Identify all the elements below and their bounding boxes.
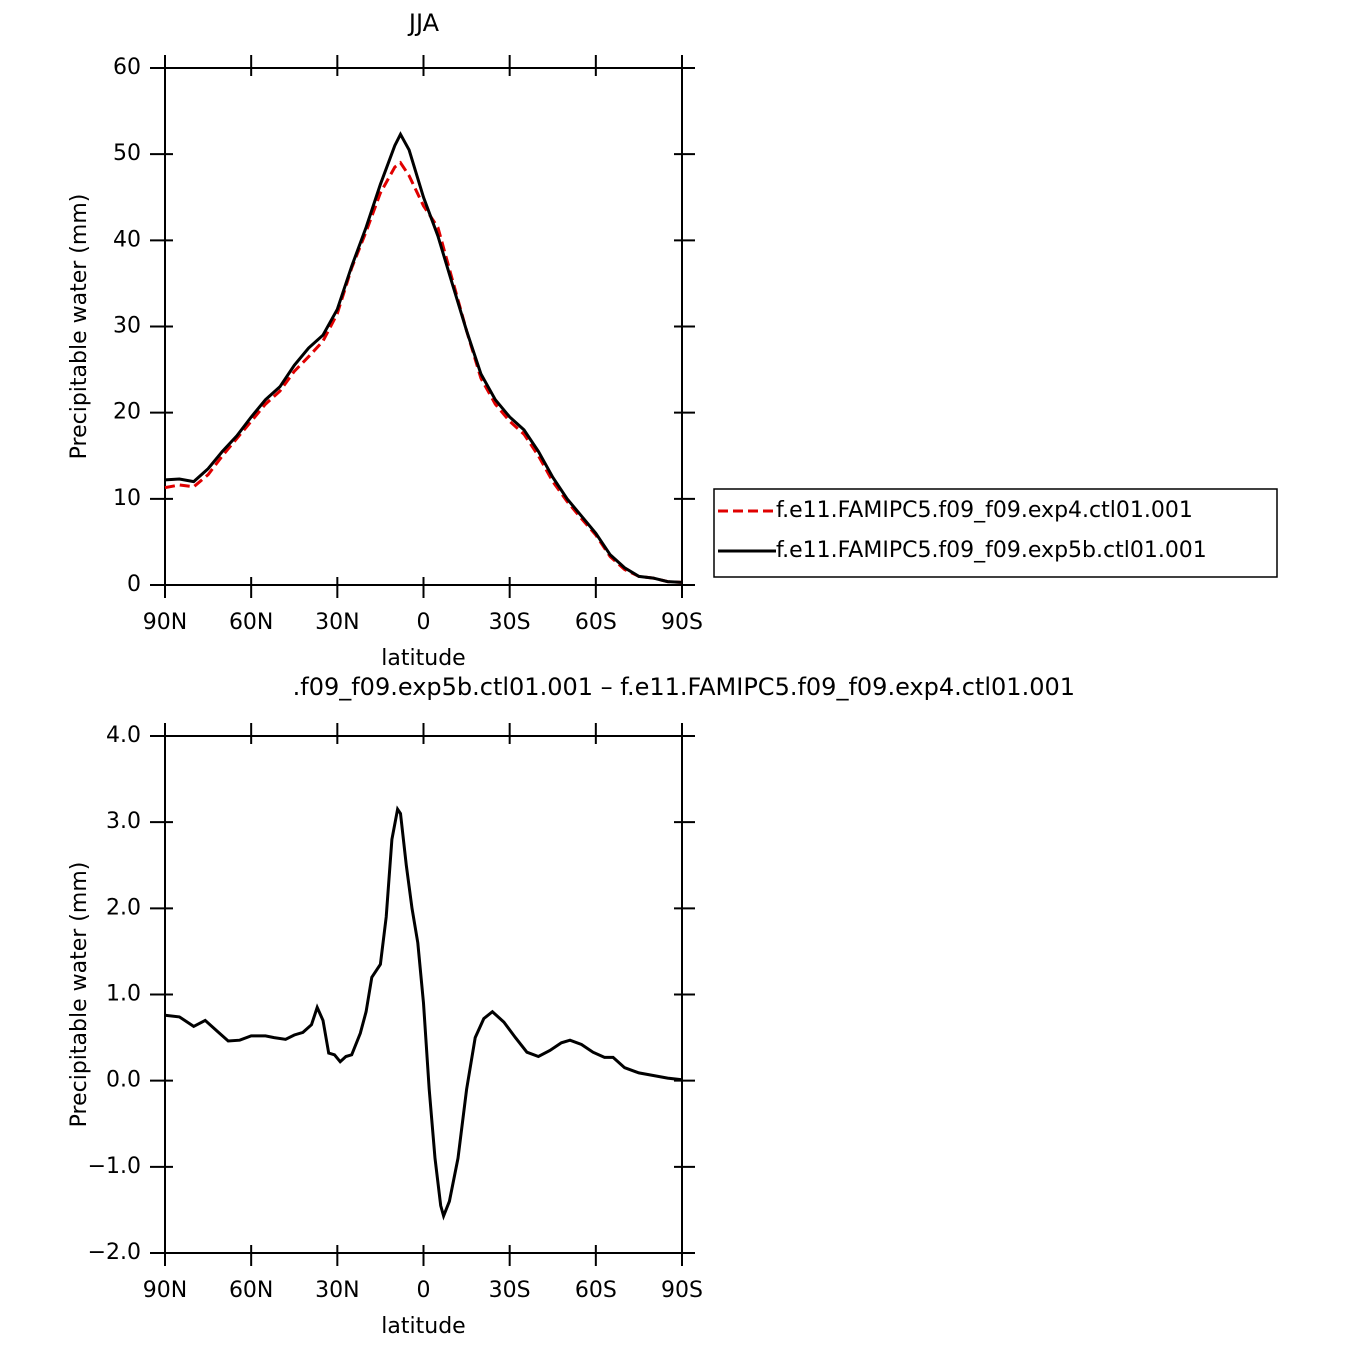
x-tick-label: 30N <box>315 610 359 635</box>
x-tick-label: 0 <box>417 610 431 635</box>
y-tick-label: 60 <box>113 55 141 80</box>
y-tick-label: 20 <box>113 400 141 425</box>
chart-title: .f09_f09.exp5b.ctl01.001 – f.e11.FAMIPC5… <box>293 673 1075 701</box>
y-axis-label: Precipitable water (mm) <box>67 862 92 1128</box>
y-tick-label: 10 <box>113 486 141 511</box>
x-tick-label: 60S <box>575 610 617 635</box>
chart-title: JJA <box>407 9 440 37</box>
y-tick-label: 4.0 <box>106 723 141 748</box>
data-line <box>164 160 683 584</box>
x-tick-label: 60S <box>575 1278 617 1303</box>
x-tick-label: 0 <box>417 1278 431 1303</box>
plot-frame <box>164 67 683 586</box>
y-tick-label: 0 <box>127 572 141 597</box>
x-tick-label: 90N <box>143 610 187 635</box>
x-tick-label: 30S <box>489 1278 531 1303</box>
legend-box <box>713 488 1278 578</box>
y-tick-label: 30 <box>113 314 141 339</box>
x-axis-label: latitude <box>381 1314 465 1339</box>
x-axis-label: latitude <box>381 646 465 671</box>
x-tick-label: 30N <box>315 1278 359 1303</box>
legend-label: f.e11.FAMIPC5.f09_f09.exp5b.ctl01.001 <box>776 538 1207 563</box>
y-tick-label: 50 <box>113 141 141 166</box>
data-line <box>164 131 683 584</box>
x-tick-label: 90S <box>661 610 703 635</box>
x-tick-label: 60N <box>229 610 273 635</box>
y-tick-label: 40 <box>113 227 141 252</box>
y-tick-label: 3.0 <box>106 809 141 834</box>
y-tick-label: −1.0 <box>88 1154 141 1179</box>
x-tick-label: 60N <box>229 1278 273 1303</box>
y-tick-label: 2.0 <box>106 895 141 920</box>
x-tick-label: 30S <box>489 610 531 635</box>
x-tick-label: 90S <box>661 1278 703 1303</box>
y-axis-label: Precipitable water (mm) <box>67 194 92 460</box>
y-tick-label: 0.0 <box>106 1068 141 1093</box>
data-line <box>164 805 683 1221</box>
y-tick-label: −2.0 <box>88 1240 141 1265</box>
x-tick-label: 90N <box>143 1278 187 1303</box>
y-tick-label: 1.0 <box>106 982 141 1007</box>
legend-label: f.e11.FAMIPC5.f09_f09.exp4.ctl01.001 <box>776 498 1193 523</box>
